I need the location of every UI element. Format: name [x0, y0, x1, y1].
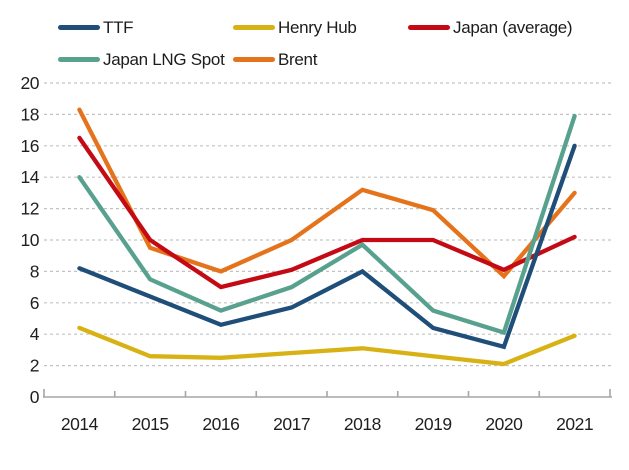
series-line-brent: [77, 107, 577, 280]
y-axis-tick-label: 2: [30, 356, 39, 376]
legend-label-japan-average: Japan (average): [453, 17, 573, 37]
legend-item-japan-average: Japan (average): [408, 17, 573, 37]
y-axis-tick-label: 18: [21, 104, 39, 124]
y-axis-tick-label: 16: [21, 136, 39, 156]
legend-item-henry-hub: Henry Hub: [233, 18, 357, 36]
legend-swatch-brent: [233, 56, 275, 62]
x-axis-tick-label-2016: 2016: [202, 414, 239, 434]
y-axis-tick-label: 14: [21, 167, 40, 187]
series-line-henry-hub: [77, 325, 577, 367]
x-axis-tick-label-2017: 2017: [273, 414, 310, 434]
legend-label-ttf: TTF: [103, 17, 134, 37]
legend-label-henry-hub: Henry Hub: [278, 17, 357, 37]
x-axis-tick-label-2018: 2018: [344, 414, 381, 434]
y-axis-tick-label: 10: [21, 230, 40, 250]
y-axis-tick-label: 0: [30, 387, 40, 407]
series-line-japan-average: [77, 135, 577, 290]
x-axis-tick-label-2014: 2014: [61, 414, 99, 434]
y-axis-tick-label: 20: [21, 73, 40, 93]
legend-swatch-ttf: [58, 24, 100, 30]
y-axis-tick-label: 6: [30, 293, 39, 313]
x-axis-tick-label-2015: 2015: [132, 414, 169, 434]
legend-item-brent: Brent: [233, 50, 317, 68]
y-axis-tick-label: 8: [30, 261, 39, 281]
legend-item-japan-lng-spot: Japan LNG Spot: [58, 50, 225, 68]
legend-item-ttf: TTF: [58, 17, 134, 37]
legend-label-brent: Brent: [278, 49, 318, 69]
x-axis-tick-label-2021: 2021: [556, 414, 593, 434]
y-axis-tick-label: 12: [21, 199, 39, 219]
legend-swatch-japan-average: [408, 24, 450, 30]
series-line-japan-lng-spot: [77, 113, 577, 336]
legend-swatch-henry-hub: [233, 24, 275, 30]
x-axis-tick-label-2020: 2020: [485, 414, 523, 434]
series-line-ttf: [77, 143, 577, 350]
legend: TTF Henry Hub Japan (average) Japan LNG Spo…: [0, 0, 629, 78]
y-axis-tick-label: 4: [30, 324, 40, 344]
legend-swatch-japan-lng-spot: [58, 56, 100, 62]
legend-label-japan-lng-spot: Japan LNG Spot: [103, 49, 225, 69]
x-axis-tick-label-2019: 2019: [415, 414, 452, 434]
